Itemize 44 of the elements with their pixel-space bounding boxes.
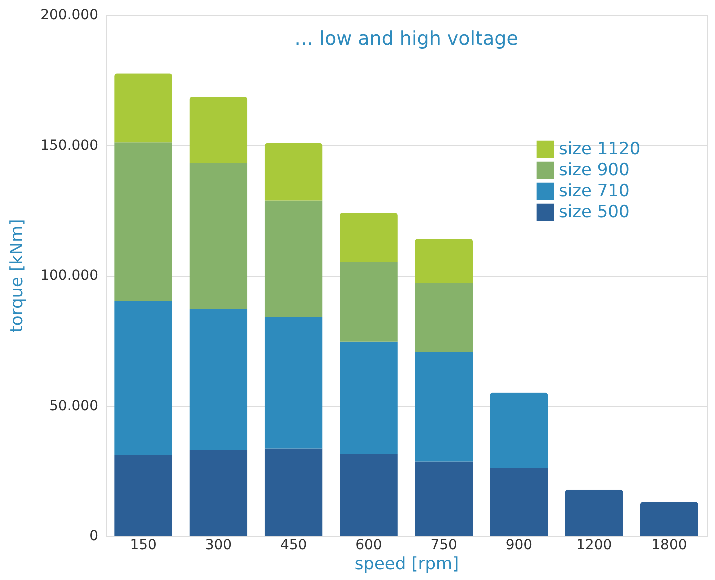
y-tick-label: 200.000 [40,8,98,24]
bar [264,448,323,536]
legend-label: size 710 [559,182,630,202]
bar [190,450,248,536]
x-tick-label: 1200 [576,538,612,554]
y-tick-label: 50.000 [50,398,98,414]
bar [114,74,173,143]
bar [190,309,248,450]
text: … low and high voltage [294,28,518,50]
y-axis-title: torque [kNm] [8,219,28,333]
bar [114,455,173,536]
bar [190,163,248,310]
y-tick-label: 150.000 [40,138,98,154]
x-tick-label: 300 [205,538,232,554]
x-tick-label: 750 [430,538,458,554]
x-tick-label: 150 [130,538,157,554]
legend-label: size 1120 [559,140,641,160]
bar [264,200,323,318]
bar [415,462,474,536]
bar [190,97,248,164]
bar [340,262,398,342]
x-axis-title: speed [rpm] [354,554,460,574]
x-tick-label: 450 [280,538,308,554]
bar [415,239,474,284]
legend-label: size 500 [559,202,630,222]
bar [340,454,398,536]
bar [264,143,323,201]
x-tick-label: 600 [356,538,382,554]
bar [114,142,173,302]
x-tick-label: 1800 [652,538,688,554]
bar [490,468,548,536]
bar [415,352,474,462]
bar [340,342,398,454]
y-tick-label: 100.000 [40,268,98,284]
x-tick-label: 900 [506,538,533,554]
y-tick-label: 0 [90,528,98,544]
bar [264,317,323,449]
bar [415,283,474,352]
bar [114,302,173,456]
bar [490,392,548,468]
bar [340,212,398,262]
bar [565,490,624,536]
legend-label: size 900 [559,160,630,180]
bar [640,502,698,536]
